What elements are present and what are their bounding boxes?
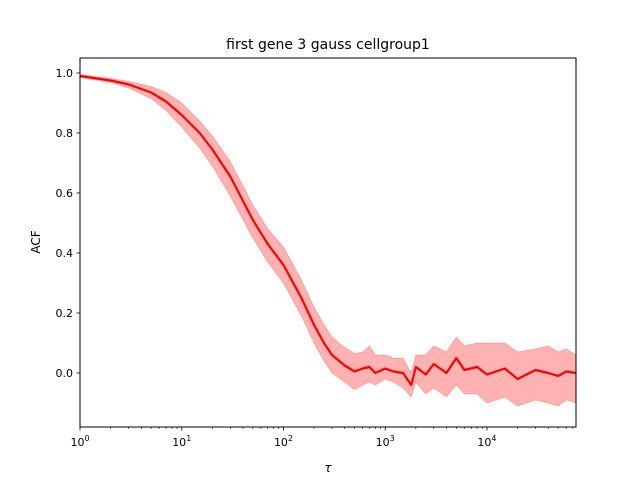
x-tick-label: 100: [70, 434, 89, 449]
y-tick-label: 0.0: [56, 367, 74, 380]
x-axis: 100 101 102 103 104: [70, 427, 574, 449]
x-axis-label: τ: [324, 461, 332, 475]
x-tick-label: 101: [172, 434, 191, 449]
y-tick-label: 0.8: [56, 127, 74, 140]
x-tick-label: 104: [477, 434, 496, 449]
chart-title: first gene 3 gauss cellgroup1: [226, 37, 430, 53]
y-tick-label: 0.2: [56, 307, 74, 320]
acf-line-0: [80, 74, 576, 387]
x-tick-label: 102: [274, 434, 293, 449]
x-tick-label: 103: [376, 434, 395, 449]
plot-frame: [79, 57, 577, 428]
y-tick-label: 1.0: [56, 67, 74, 80]
y-axis: 0.0 0.2 0.4 0.6 0.8 1.0: [56, 67, 80, 380]
y-tick-label: 0.4: [56, 247, 74, 260]
plot-area: [80, 74, 576, 407]
y-tick-label: 0.6: [56, 187, 74, 200]
confidence-band-0: [80, 74, 576, 407]
y-axis-label: ACF: [29, 230, 43, 253]
